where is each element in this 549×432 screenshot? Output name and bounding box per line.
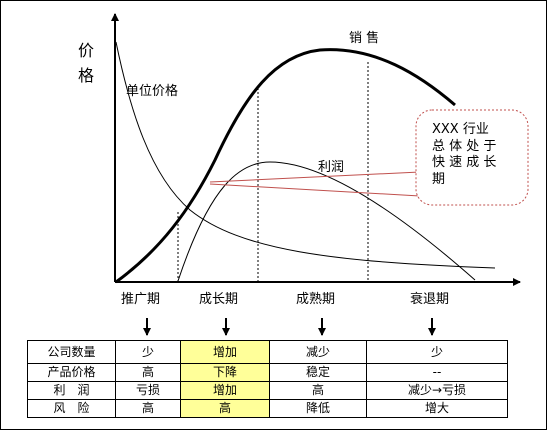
row-label: 公司数量 bbox=[27, 340, 116, 364]
table-cell: 下降 bbox=[180, 363, 270, 382]
stage-label-intro: 推广期 bbox=[121, 292, 160, 307]
table-cell: 少 bbox=[115, 340, 181, 364]
stage-label-growth: 成长期 bbox=[199, 292, 238, 307]
y-axis-label-2: 格 bbox=[78, 66, 94, 85]
table-cell: 降低 bbox=[269, 399, 367, 418]
table-cell: 增加 bbox=[180, 381, 270, 400]
table-cell: 增大 bbox=[366, 399, 508, 418]
table-cell: 减少→亏损 bbox=[366, 381, 508, 400]
table-row: 产品价格 高 下降 稳定 -- bbox=[27, 363, 508, 382]
sales-curve bbox=[115, 48, 456, 284]
row-label: 产品价格 bbox=[27, 363, 116, 382]
table-cell: 亏损 bbox=[115, 381, 181, 400]
table-cell: -- bbox=[366, 363, 508, 382]
table-cell: 稳定 bbox=[269, 363, 367, 382]
callout-line-1: XXX 行业 bbox=[432, 122, 489, 137]
callout-box bbox=[415, 109, 529, 206]
table-cell: 增加 bbox=[180, 340, 270, 364]
table-cell: 减少 bbox=[269, 340, 367, 364]
callout-line-3: 快 速 成 长 bbox=[432, 155, 496, 170]
stage-label-decline: 衰退期 bbox=[410, 291, 449, 307]
table-row: 风 险 高 高 降低 增大 bbox=[27, 399, 508, 418]
stage-label-maturity: 成熟期 bbox=[296, 291, 335, 307]
callout-line-4: 期 bbox=[432, 172, 445, 187]
unit-price-label: 单位价格 bbox=[126, 83, 178, 99]
table-cell: 高 bbox=[269, 381, 367, 400]
sales-curve-label: 销 售 bbox=[349, 30, 379, 46]
row-label: 利 润 bbox=[27, 381, 116, 400]
callout-pointer-2 bbox=[209, 183, 421, 197]
stage-characteristics-table: 公司数量 少 增加 减少 少 产品价格 高 下降 稳定 -- 利 润 亏损 增加… bbox=[27, 340, 508, 418]
table-row: 利 润 亏损 增加 高 减少→亏损 bbox=[27, 381, 508, 400]
table-cell: 高 bbox=[115, 363, 181, 382]
row-label: 风 险 bbox=[27, 399, 116, 418]
unit-price-curve bbox=[115, 41, 496, 269]
profit-curve bbox=[177, 161, 476, 282]
table-row: 公司数量 少 增加 减少 少 bbox=[27, 340, 508, 364]
table-cell: 少 bbox=[366, 340, 508, 364]
profit-label: 利润 bbox=[318, 160, 344, 175]
y-axis-label-1: 价 bbox=[78, 41, 94, 60]
table-cell: 高 bbox=[180, 399, 270, 418]
product-life-cycle-diagram: 价 格 销 售 单位价格 利润 XXX 行业 总 体 处 于 快 速 成 长 期… bbox=[78, 13, 529, 336]
callout-line-2: 总 体 处 于 bbox=[432, 139, 496, 154]
table-cell: 高 bbox=[115, 399, 181, 418]
callout-pointer-1 bbox=[209, 171, 421, 183]
